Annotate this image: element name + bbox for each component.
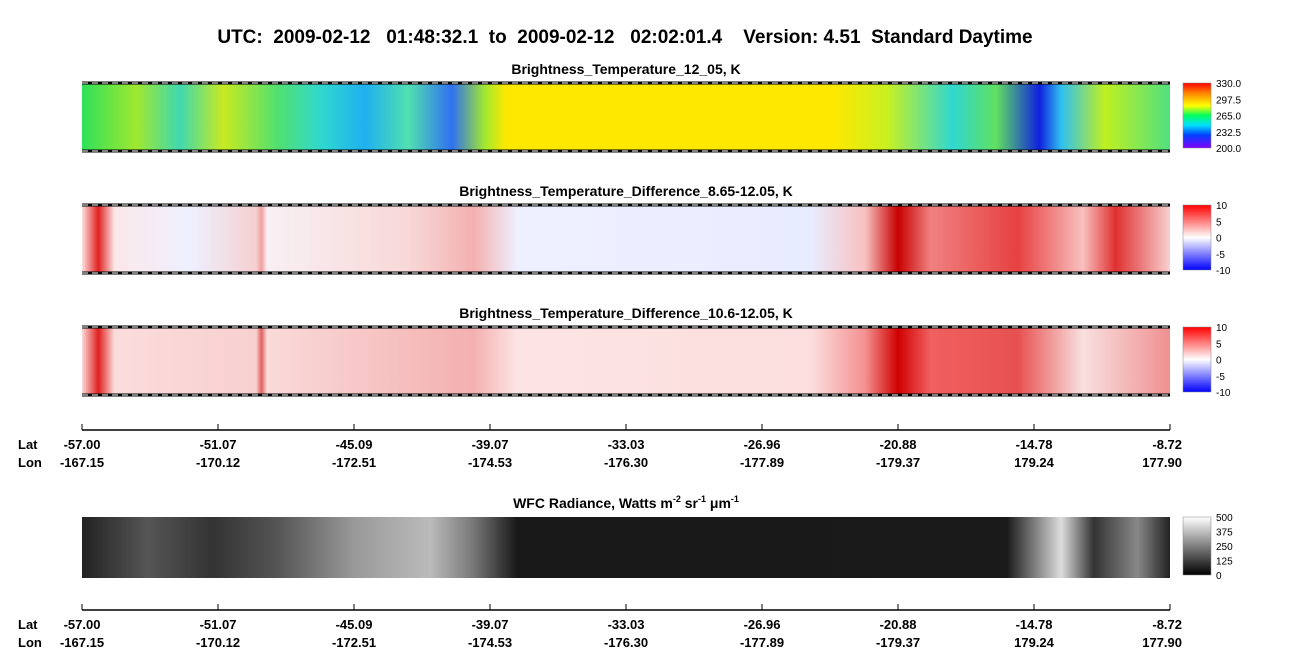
lat-label: -26.96 (744, 617, 781, 632)
image-panel (82, 83, 1170, 151)
lon-label: 177.90 (1142, 455, 1182, 470)
image-panel (82, 205, 1170, 273)
title-part: μm (706, 495, 731, 511)
image-panel (82, 517, 1170, 578)
colorbar-tick-label: 125 (1216, 557, 1233, 568)
colorbar-tick-label: 200.0 (1216, 144, 1241, 155)
panel-title: Brightness_Temperature_Difference_8.65-1… (459, 183, 793, 199)
lon-label: -172.51 (332, 635, 376, 650)
colorbar-tick-label: 375 (1216, 528, 1233, 539)
lat-label: -57.00 (64, 617, 101, 632)
colorbar (1182, 326, 1212, 393)
lon-label: -172.51 (332, 455, 376, 470)
axis-label: Lon (18, 635, 42, 650)
axis-label: Lon (18, 455, 42, 470)
colorbar-tick-label: -5 (1216, 250, 1225, 261)
lat-label: -33.03 (608, 437, 645, 452)
colorbar-tick-label: -10 (1216, 388, 1231, 399)
lon-label: -174.53 (468, 455, 512, 470)
title-part: sr (681, 495, 699, 511)
lon-label: -179.37 (876, 455, 920, 470)
colorbar-tick-label: 10 (1216, 201, 1228, 212)
title-part: WFC Radiance, Watts m (513, 495, 673, 511)
panel-title: WFC Radiance, Watts m-2 sr-1 μm-1 (513, 494, 739, 511)
colorbar-tick-label: 500 (1216, 513, 1233, 524)
colorbar-tick-label: 5 (1216, 339, 1222, 350)
colorbar (1182, 82, 1212, 149)
lat-label: -51.07 (200, 617, 237, 632)
colorbar-tick-label: -5 (1216, 372, 1225, 383)
lon-label: 179.24 (1014, 635, 1055, 650)
colorbar-tick-label: 5 (1216, 217, 1222, 228)
lon-label: -167.15 (60, 635, 104, 650)
lat-label: -8.72 (1152, 617, 1182, 632)
lat-label: -39.07 (472, 617, 509, 632)
lon-label: -179.37 (876, 635, 920, 650)
page-title: UTC: 2009-02-12 01:48:32.1 to 2009-02-12… (217, 27, 1032, 48)
superscript: -1 (698, 494, 706, 504)
lat-label: -51.07 (200, 437, 237, 452)
lon-label: -177.89 (740, 455, 784, 470)
lat-label: -45.09 (336, 437, 373, 452)
lat-label: -57.00 (64, 437, 101, 452)
colorbar-tick-label: -10 (1216, 266, 1231, 277)
lon-label: -167.15 (60, 455, 104, 470)
lon-label: -176.30 (604, 635, 648, 650)
lon-label: -177.89 (740, 635, 784, 650)
panel-title: Brightness_Temperature_12_05, K (511, 61, 740, 77)
superscript: -1 (731, 494, 739, 504)
lat-label: -39.07 (472, 437, 509, 452)
lon-label: -170.12 (196, 455, 240, 470)
lon-label: 177.90 (1142, 635, 1182, 650)
lat-label: -14.78 (1016, 617, 1053, 632)
colorbar-tick-label: 297.5 (1216, 95, 1241, 106)
lat-label: -33.03 (608, 617, 645, 632)
lat-label: -20.88 (880, 437, 917, 452)
colorbar (1182, 516, 1212, 576)
lat-label: -26.96 (744, 437, 781, 452)
panel-title: Brightness_Temperature_Difference_10.6-1… (459, 305, 793, 321)
colorbar-tick-label: 232.5 (1216, 128, 1241, 139)
colorbar (1182, 204, 1212, 271)
lon-label: -170.12 (196, 635, 240, 650)
lon-label: -176.30 (604, 455, 648, 470)
image-panel (82, 327, 1170, 395)
lon-label: -174.53 (468, 635, 512, 650)
lon-label: 179.24 (1014, 455, 1055, 470)
colorbar-tick-label: 0 (1216, 356, 1222, 367)
lat-label: -45.09 (336, 617, 373, 632)
lat-label: -8.72 (1152, 437, 1182, 452)
lat-label: -20.88 (880, 617, 917, 632)
colorbar-tick-label: 0 (1216, 571, 1222, 582)
colorbar-tick-label: 0 (1216, 234, 1222, 245)
lat-label: -14.78 (1016, 437, 1053, 452)
colorbar-tick-label: 10 (1216, 323, 1228, 334)
colorbar-tick-label: 250 (1216, 542, 1233, 553)
axis-label: Lat (18, 617, 38, 632)
colorbar-tick-label: 330.0 (1216, 79, 1241, 90)
colorbar-tick-label: 265.0 (1216, 112, 1241, 123)
axis-label: Lat (18, 437, 38, 452)
superscript: -2 (673, 494, 681, 504)
